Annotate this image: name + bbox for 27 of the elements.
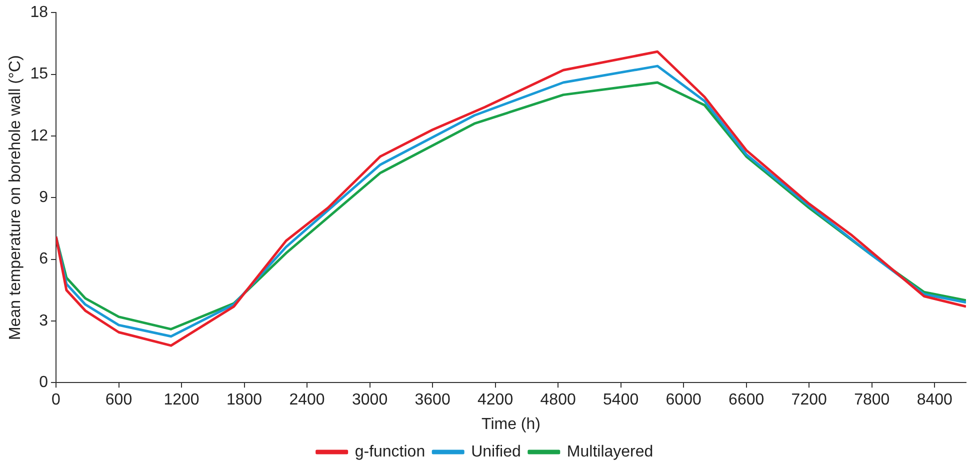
x-tick-label: 7800: [854, 392, 890, 409]
y-tick-label: 18: [30, 4, 48, 22]
x-tick-label: 4800: [540, 392, 576, 409]
y-tick-label: 12: [30, 127, 48, 144]
x-tick-label: 1200: [164, 392, 200, 409]
x-tick-label: 6000: [666, 392, 702, 409]
x-tick-label: 4200: [478, 392, 514, 409]
y-axis-title: Mean temperature on borehole wall (°C): [7, 55, 24, 340]
y-tick-label: 6: [39, 250, 48, 268]
legend-label: Multilayered: [566, 443, 654, 460]
x-tick-label: 5400: [603, 392, 639, 409]
x-tick-label: 3000: [352, 392, 388, 409]
x-tick-label: 2400: [289, 392, 325, 409]
legend-label: Unified: [471, 443, 521, 460]
x-tick-label: 0: [52, 392, 61, 409]
legend-label: g-function: [354, 443, 426, 460]
x-tick-label: 1800: [226, 392, 262, 409]
x-tick-label: 6600: [728, 392, 764, 409]
x-tick-label: 7200: [791, 392, 827, 409]
y-tick-label: 0: [39, 374, 48, 392]
y-tick-label: 9: [39, 189, 48, 206]
y-tick-label: 15: [30, 66, 48, 83]
x-axis-title: Time (h): [482, 416, 540, 433]
y-tick-label: 3: [39, 312, 48, 330]
x-tick-label: 600: [105, 392, 132, 409]
x-tick-label: 3600: [414, 392, 450, 409]
x-tick-label: 8400: [916, 392, 953, 409]
